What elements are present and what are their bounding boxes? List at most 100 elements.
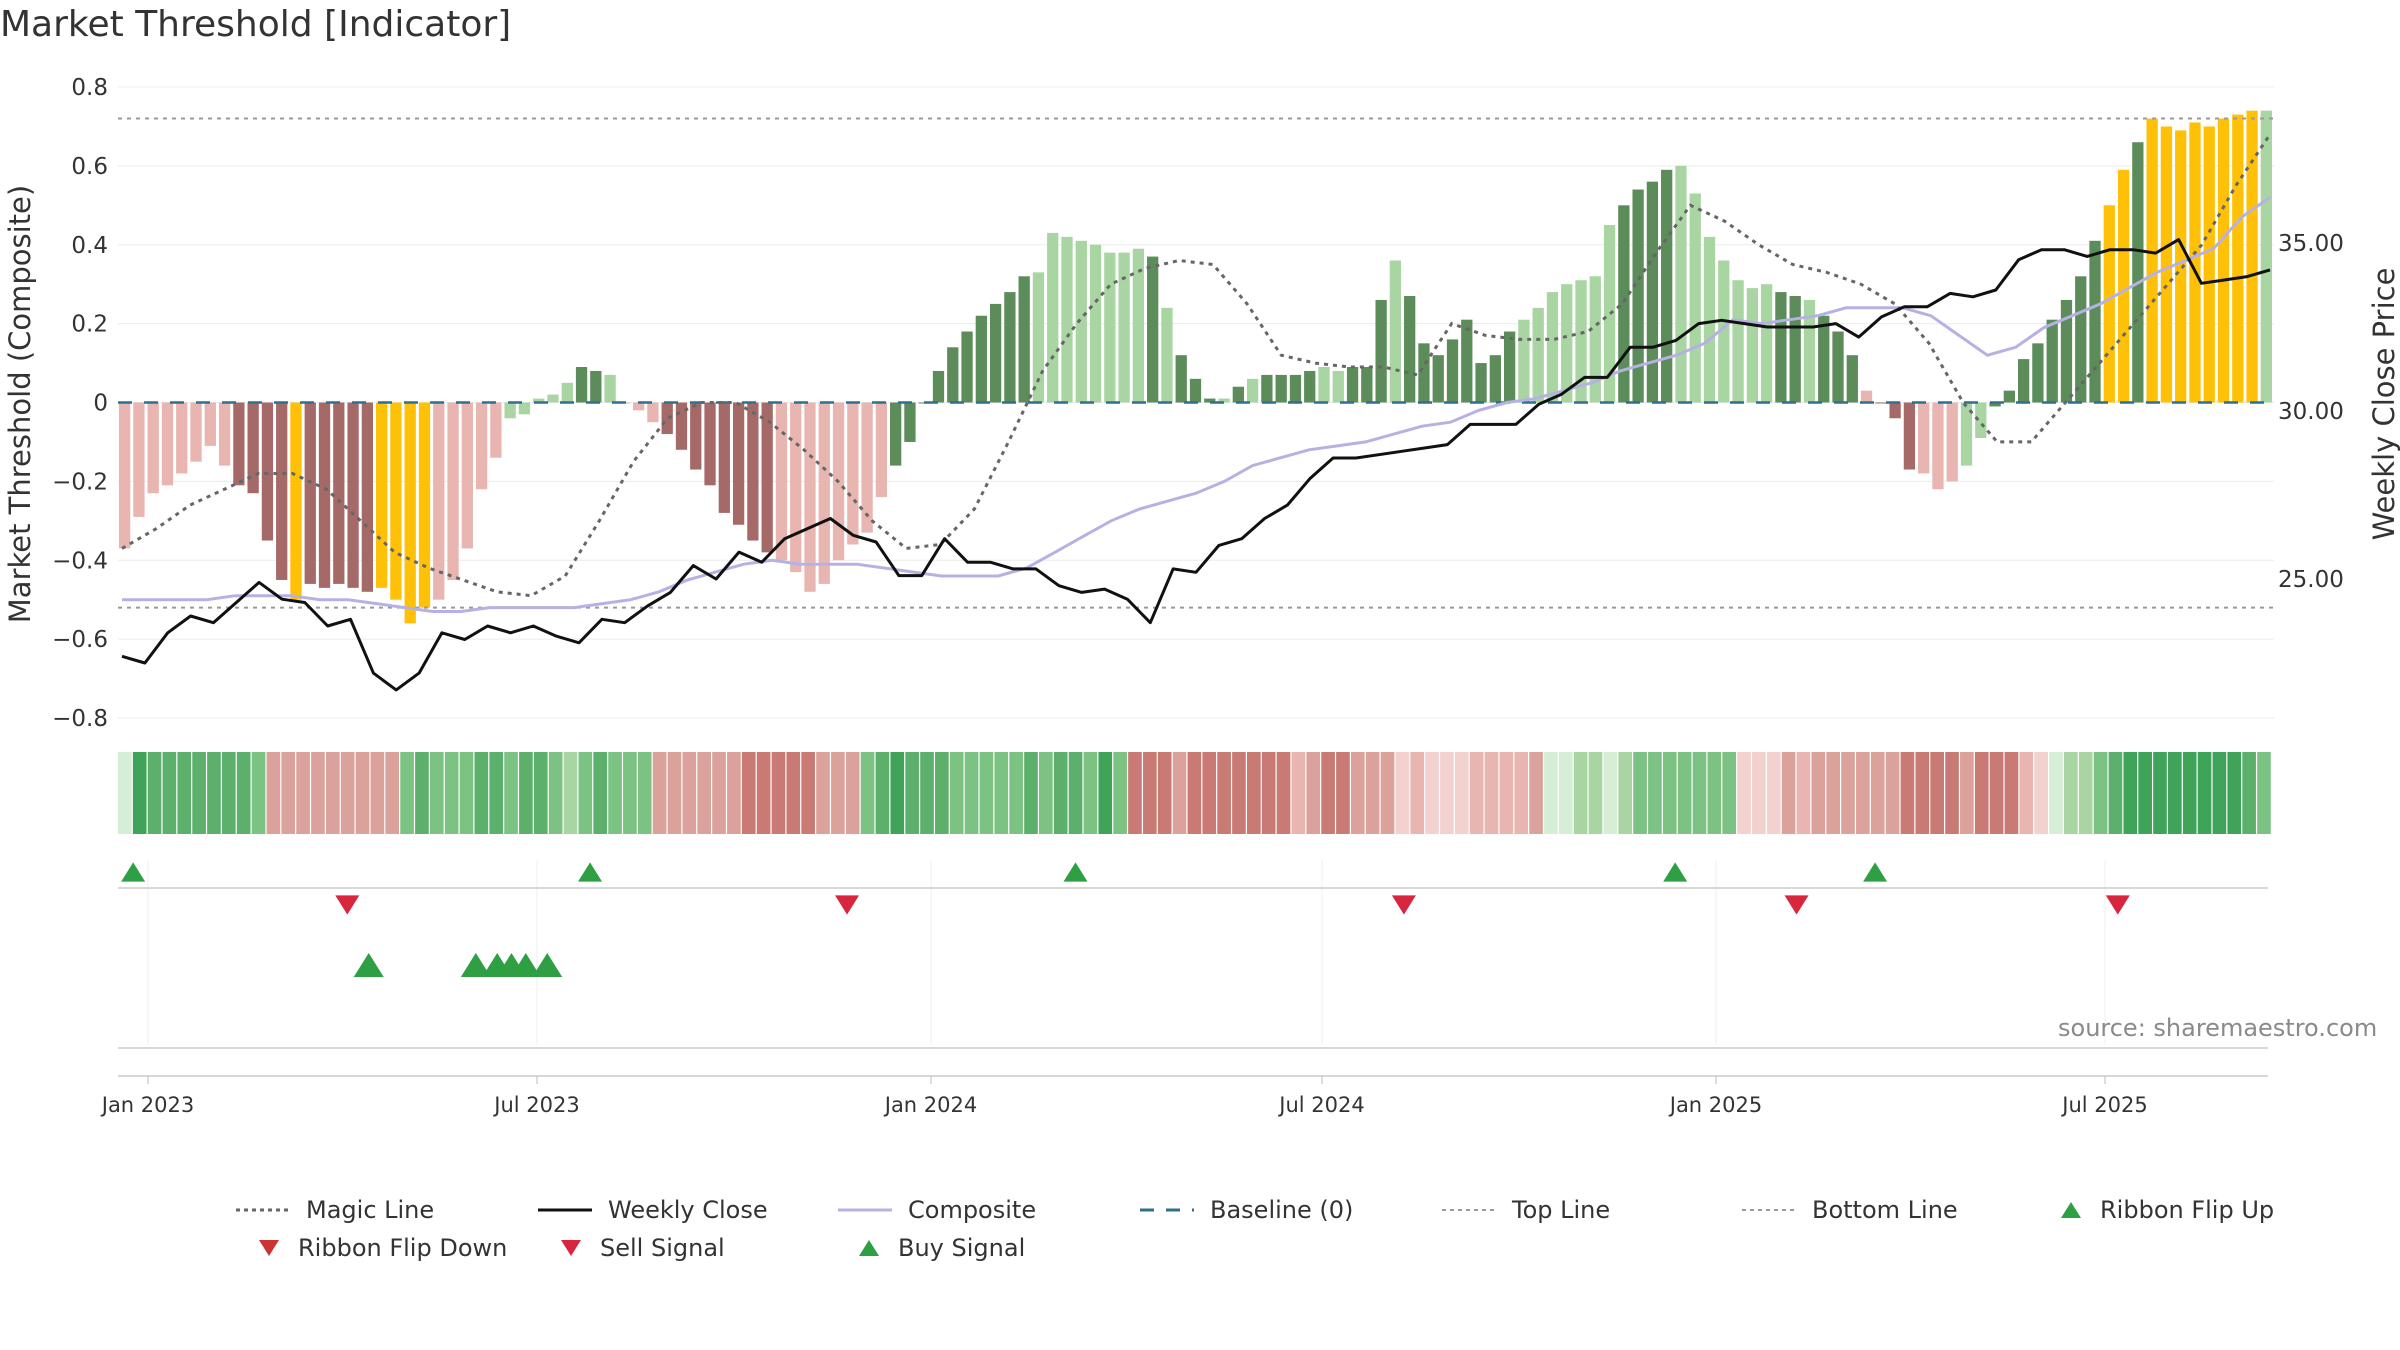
ribbon-cell <box>2034 752 2048 834</box>
histogram-bar <box>1518 319 1530 403</box>
magic-line <box>121 133 2272 598</box>
ribbon-flip-down-marker <box>835 895 860 915</box>
ribbon-cell <box>1885 752 1900 834</box>
histogram-bar <box>1047 232 1059 403</box>
ribbon-cell <box>890 752 905 834</box>
solid-line-icon <box>538 1208 592 1212</box>
legend-item: Baseline (0) <box>1138 1190 1353 1230</box>
ribbon-cell <box>1974 752 1989 834</box>
ribbon-cell <box>207 752 221 834</box>
histogram-bar <box>161 402 174 486</box>
ribbon-cell <box>637 752 652 834</box>
x-tick-label: Jan 2024 <box>883 1093 978 1117</box>
ribbon-cell <box>2168 752 2182 834</box>
chart-title: Market Threshold [Indicator] <box>0 4 512 45</box>
ribbon-cell <box>1068 752 1083 834</box>
ribbon-cell <box>2212 752 2227 834</box>
histogram-bar <box>204 402 216 446</box>
ribbon-cell <box>1662 752 1677 834</box>
ribbon-cell <box>1143 752 1157 834</box>
histogram-bar <box>1218 398 1230 403</box>
histogram-bar <box>590 370 602 403</box>
ribbon-cell <box>1752 752 1766 834</box>
histogram-bar <box>2160 126 2173 403</box>
histogram-bar <box>1703 236 1716 403</box>
ribbon-cell <box>756 752 771 834</box>
ribbon-cell <box>2078 752 2093 834</box>
ribbon-cell <box>979 752 994 834</box>
histogram-bar <box>1561 284 1573 403</box>
ribbon-cell <box>1009 752 1023 834</box>
y-tick-right: 25.00 <box>2278 567 2344 593</box>
ribbon-cell <box>1633 752 1647 834</box>
ribbon-cell <box>1336 752 1350 834</box>
ribbon-cell <box>1558 752 1573 834</box>
ribbon-cell <box>727 752 741 834</box>
ribbon-cell <box>1856 752 1870 834</box>
ribbon-strip <box>118 752 2271 834</box>
histogram-bar <box>575 367 588 403</box>
ribbon-cell <box>548 752 563 834</box>
histogram-bar <box>1589 276 1601 403</box>
histogram-bar <box>790 402 802 573</box>
ribbon-cell <box>1128 752 1142 834</box>
x-tick-label: Jul 2024 <box>1277 1093 1364 1117</box>
legend-label: Sell Signal <box>600 1234 725 1262</box>
histogram-bar <box>661 402 673 435</box>
histogram-bar <box>1147 256 1159 403</box>
ribbon-cell <box>2138 752 2152 834</box>
histogram-bar <box>1889 402 1901 419</box>
histogram-bar <box>1061 236 1073 403</box>
x-tick-label: Jan 2025 <box>1668 1093 1763 1117</box>
histogram-bar <box>347 402 359 588</box>
ribbon-cell <box>1811 752 1826 834</box>
triangle-down-icon <box>259 1240 279 1256</box>
ribbon-cell <box>1425 752 1439 834</box>
x-tick-label: Jul 2025 <box>2060 1093 2147 1117</box>
histogram-bar <box>475 402 488 490</box>
ribbon-cell <box>1187 752 1202 834</box>
histogram-bar <box>1860 390 1873 403</box>
y-tick-left: −0.8 <box>52 706 108 732</box>
histogram-bar <box>932 370 945 403</box>
histogram-bar <box>547 394 559 403</box>
histogram-bar <box>1975 402 1987 438</box>
ribbon-cell <box>712 752 726 834</box>
ribbon-cell <box>578 752 593 834</box>
ribbon-cell <box>415 752 429 834</box>
ribbon-cell <box>355 752 370 834</box>
legend-item: Ribbon Flip Down <box>254 1228 507 1268</box>
histogram-bar <box>561 382 573 403</box>
ribbon-cell <box>667 752 682 834</box>
histogram-bar <box>218 402 231 466</box>
legend-item: Top Line <box>1440 1190 1610 1230</box>
ribbon-cell <box>1039 752 1053 834</box>
y-tick-left: −0.6 <box>52 627 108 653</box>
ribbon-cell <box>1677 752 1692 834</box>
histogram-bar <box>732 402 745 525</box>
histogram-bar <box>1161 307 1173 403</box>
histogram-bar <box>1018 276 1030 403</box>
ribbon-cell <box>489 752 504 834</box>
triangle-up-icon <box>859 1240 879 1256</box>
histogram-bar <box>1118 252 1130 403</box>
histogram-bar <box>704 402 716 486</box>
histogram-bar <box>961 331 973 403</box>
y-tick-left: −0.2 <box>52 469 108 495</box>
ribbon-cell <box>2064 752 2078 834</box>
ribbon-cell <box>1514 752 1529 834</box>
legend-label: Bottom Line <box>1812 1196 1958 1224</box>
ribbon-cell <box>340 752 355 834</box>
ribbon-cell <box>1053 752 1068 834</box>
ribbon-cell <box>2227 752 2242 834</box>
ribbon-cell <box>236 752 251 834</box>
legend-label: Ribbon Flip Down <box>298 1234 508 1262</box>
ribbon-cell <box>1499 752 1514 834</box>
ribbon-cell <box>1544 752 1558 834</box>
histogram-bar <box>304 402 316 584</box>
ribbon-cell <box>593 752 608 834</box>
histogram-bar <box>904 402 916 442</box>
histogram-bar <box>1246 378 1259 403</box>
histogram-bar <box>2189 122 2201 403</box>
histogram-bar <box>690 402 702 470</box>
